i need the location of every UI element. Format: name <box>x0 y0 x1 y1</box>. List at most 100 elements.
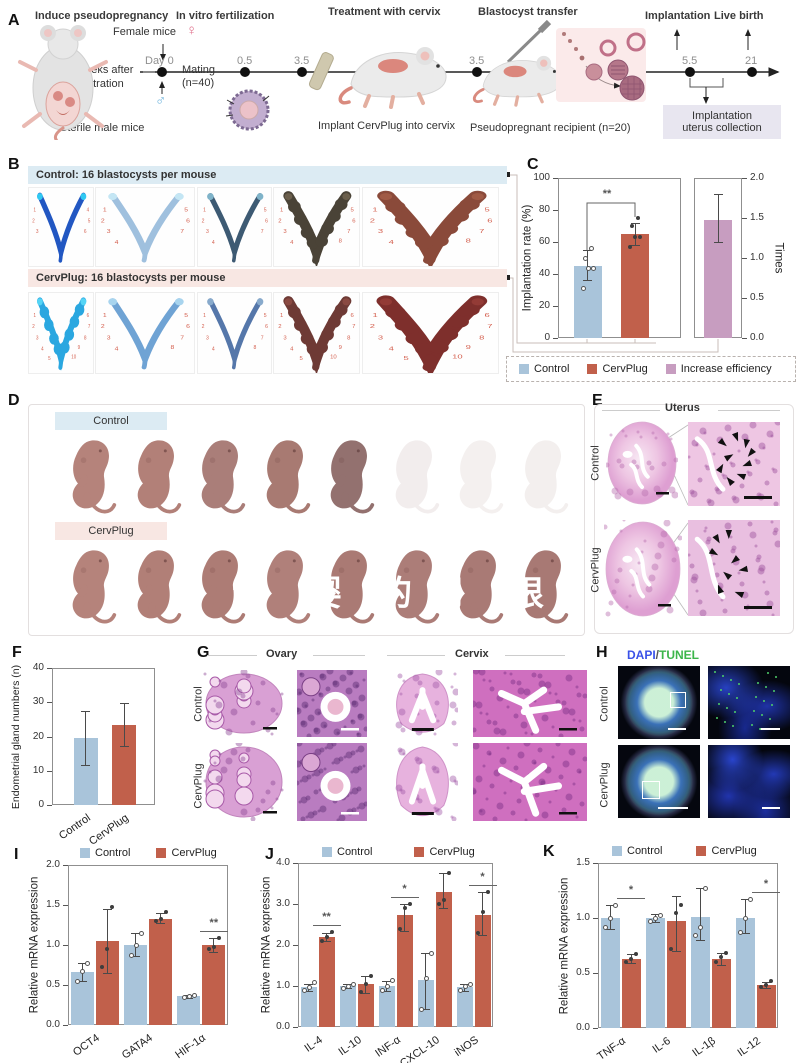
timeline-tick-55: 5.5 <box>682 55 698 67</box>
bar <box>339 986 356 1027</box>
svg-text:3: 3 <box>283 336 286 342</box>
svg-text:7: 7 <box>261 229 264 235</box>
data-point <box>719 954 723 959</box>
data-point <box>163 910 168 915</box>
data-point <box>653 916 658 921</box>
bar <box>621 958 641 1028</box>
histology-zoom <box>687 520 782 617</box>
pup-illustration <box>266 440 310 514</box>
y-tick-label: 3.0 <box>276 898 290 909</box>
data-point <box>100 965 105 970</box>
pup-illustration <box>459 550 504 624</box>
svg-text:5: 5 <box>88 218 91 225</box>
data-point <box>467 981 473 987</box>
bar <box>177 996 201 1025</box>
legend-control: Control <box>519 363 569 375</box>
error-bar <box>587 250 589 281</box>
control-blastocyst-header: Control: 16 blastocysts per mouse <box>28 166 507 184</box>
svg-text:5: 5 <box>264 313 267 319</box>
data-point <box>191 993 197 999</box>
bar <box>318 936 335 1027</box>
svg-text:1: 1 <box>33 313 36 320</box>
tunel-positive-cell <box>759 728 761 730</box>
watermark-text: 月 <box>432 575 466 613</box>
collection-label-2: uterus collection <box>682 122 762 134</box>
data-point <box>85 961 91 967</box>
bar <box>474 915 491 1027</box>
svg-text:6: 6 <box>351 313 354 319</box>
data-point <box>648 919 653 925</box>
svg-text:7: 7 <box>88 324 91 331</box>
error-bar <box>634 222 636 246</box>
error-bar <box>720 953 722 966</box>
svg-text:9: 9 <box>78 345 81 352</box>
plot-frame <box>68 865 228 1025</box>
data-point <box>629 956 633 961</box>
svg-text:7: 7 <box>261 335 264 341</box>
pup-illustration <box>72 440 117 514</box>
y-tick-label: 0.5 <box>576 967 590 978</box>
data-point <box>634 952 638 957</box>
y-tick-label: 0.0 <box>750 332 764 343</box>
data-point <box>206 947 211 951</box>
svg-text:1: 1 <box>203 313 206 319</box>
dissected-mouse-illustration <box>18 25 108 140</box>
pup-illustration <box>330 440 375 514</box>
bar <box>645 918 665 1028</box>
tunel-positive-cell <box>734 711 736 713</box>
mating-label: Mating <box>182 64 216 76</box>
bar <box>149 918 172 1025</box>
bar <box>690 916 710 1028</box>
times-ylabel: Times <box>772 242 785 274</box>
svg-text:4: 4 <box>290 240 293 246</box>
svg-text:6: 6 <box>487 217 492 223</box>
ovary-line-right <box>313 655 365 656</box>
dapi-tunel-title: DAPI/TUNEL <box>627 648 699 662</box>
svg-text:8: 8 <box>253 345 256 351</box>
data-point <box>301 988 307 994</box>
data-point <box>428 951 434 957</box>
data-point <box>324 934 329 939</box>
mrna-m2-chart: 0.0 1.0 2.0 3.0 4.0 ** IL-4 IL-10 * INF-α CXCL-10 *… <box>276 857 497 1063</box>
data-point <box>764 983 768 988</box>
data-point <box>306 985 312 991</box>
gland-numbers-ylabel: Endometrial gland numbers (n) <box>10 664 22 809</box>
svg-text:6: 6 <box>84 229 87 236</box>
histology-zoom <box>294 667 369 739</box>
svg-text:2: 2 <box>278 324 281 330</box>
watermark-text: 的 <box>378 575 412 613</box>
svg-text:3: 3 <box>36 335 39 342</box>
svg-text:1: 1 <box>280 313 283 319</box>
panel-label-k: K <box>543 843 555 860</box>
plot-frame <box>598 863 778 1028</box>
x-tick-label: GATA4 <box>119 1032 155 1062</box>
svg-text:10: 10 <box>330 355 337 361</box>
e-cervplug-label: CervPlug <box>590 547 602 593</box>
error-bar <box>85 711 87 765</box>
svg-text:4: 4 <box>115 240 119 246</box>
histology-section <box>604 421 679 505</box>
svg-text:4: 4 <box>212 240 215 246</box>
svg-text:1: 1 <box>33 207 36 214</box>
svg-text:3: 3 <box>378 334 383 340</box>
data-point <box>446 871 451 876</box>
data-point <box>441 897 446 902</box>
svg-text:1: 1 <box>103 207 107 213</box>
data-point <box>588 246 594 252</box>
error-bar <box>717 194 719 242</box>
data-point <box>363 981 368 986</box>
k-ylabel: Relative mRNA expression <box>558 877 570 1014</box>
panel-label-c: C <box>527 156 539 173</box>
tunel-positive-cell <box>714 671 716 673</box>
data-point <box>580 286 586 292</box>
data-point <box>475 930 480 935</box>
panel-label-g: G <box>197 644 210 661</box>
svg-text:5: 5 <box>485 206 490 212</box>
implantation-rate-chart: 0 20 40 60 80 100 <box>533 172 681 343</box>
data-point <box>630 224 635 228</box>
tunel-control-zoom <box>708 666 790 739</box>
tunel-positive-cell <box>757 682 759 684</box>
mrna-m1-chart: 0.0 0.5 1.0 1.5 * TNF-α IL-6 IL-1β * IL-12 <box>576 857 780 1063</box>
svg-text:8: 8 <box>479 334 484 340</box>
slash: / <box>655 648 660 662</box>
